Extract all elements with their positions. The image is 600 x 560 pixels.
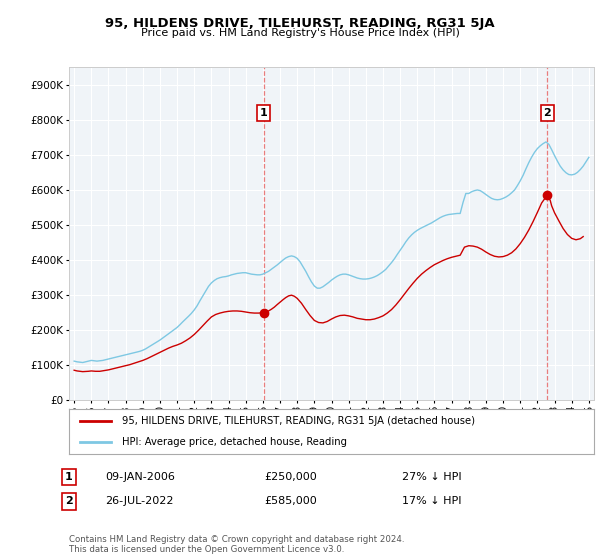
Text: 17% ↓ HPI: 17% ↓ HPI <box>402 496 461 506</box>
Text: 09-JAN-2006: 09-JAN-2006 <box>105 472 175 482</box>
Text: 27% ↓ HPI: 27% ↓ HPI <box>402 472 461 482</box>
Text: 2: 2 <box>543 108 551 118</box>
Text: 2: 2 <box>65 496 73 506</box>
Text: 26-JUL-2022: 26-JUL-2022 <box>105 496 173 506</box>
Text: 95, HILDENS DRIVE, TILEHURST, READING, RG31 5JA: 95, HILDENS DRIVE, TILEHURST, READING, R… <box>105 17 495 30</box>
Text: 1: 1 <box>65 472 73 482</box>
Text: Contains HM Land Registry data © Crown copyright and database right 2024.
This d: Contains HM Land Registry data © Crown c… <box>69 535 404 554</box>
Text: £250,000: £250,000 <box>264 472 317 482</box>
Text: 95, HILDENS DRIVE, TILEHURST, READING, RG31 5JA (detached house): 95, HILDENS DRIVE, TILEHURST, READING, R… <box>121 416 475 426</box>
Text: £585,000: £585,000 <box>264 496 317 506</box>
Text: Price paid vs. HM Land Registry's House Price Index (HPI): Price paid vs. HM Land Registry's House … <box>140 28 460 38</box>
Text: 1: 1 <box>260 108 268 118</box>
Text: HPI: Average price, detached house, Reading: HPI: Average price, detached house, Read… <box>121 436 347 446</box>
